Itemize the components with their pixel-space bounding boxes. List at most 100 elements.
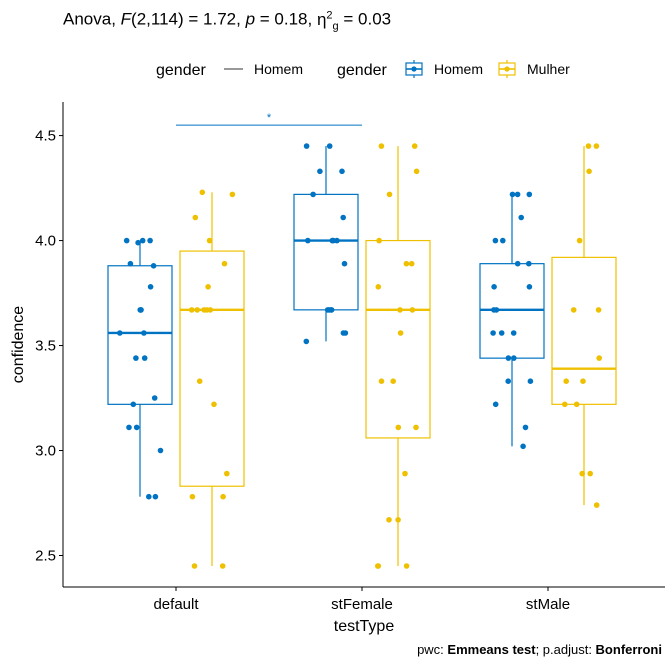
data-point [563, 378, 569, 385]
data-point [520, 443, 526, 450]
data-point [376, 237, 382, 244]
caption-middle: ; p.adjust: [535, 642, 596, 657]
data-point [211, 401, 217, 408]
box-mulher-stFemale [365, 146, 431, 567]
data-point [205, 284, 211, 290]
x-axis-title: testType [334, 618, 395, 635]
data-point [573, 401, 580, 408]
data-point [585, 143, 592, 149]
legend-key-homem [405, 60, 423, 78]
data-point [514, 191, 521, 198]
data-point [191, 563, 198, 569]
title-eta-symbol: η [316, 9, 327, 29]
legend: gender Homem gender Homem Mulher [156, 60, 570, 79]
data-point [126, 424, 132, 431]
data-point [139, 237, 146, 244]
data-point [127, 260, 134, 267]
data-point [505, 378, 512, 385]
data-point [403, 563, 410, 569]
data-point [326, 143, 333, 149]
data-point [593, 502, 600, 508]
data-point [596, 355, 602, 361]
data-point [413, 168, 420, 175]
data-point [192, 214, 199, 221]
data-point [199, 189, 206, 196]
data-point [339, 168, 345, 175]
data-point [408, 260, 415, 267]
data-point [570, 307, 577, 313]
box-iqr [365, 239, 431, 439]
legend-box-title: gender [337, 62, 387, 79]
data-point [303, 338, 310, 345]
data-point [395, 424, 402, 431]
data-point [593, 143, 600, 149]
data-point [141, 355, 148, 361]
data-point [147, 284, 154, 290]
caption: pwc: Emmeans test; p.adjust: Bonferroni [417, 642, 662, 657]
caption-test: Emmeans test [447, 642, 536, 657]
data-point [514, 260, 521, 267]
data-point [505, 355, 512, 361]
title-eta-sub: g [332, 20, 339, 33]
data-point [224, 470, 230, 477]
data-point [522, 424, 529, 431]
data-point [509, 191, 516, 198]
data-point [526, 260, 532, 267]
data-point [526, 284, 533, 290]
data-point [152, 493, 159, 500]
data-point [511, 355, 517, 361]
data-point [123, 237, 130, 244]
title-eta: η2g [316, 9, 339, 33]
data-point [390, 378, 397, 385]
box-iqr [179, 250, 245, 487]
data-point [386, 191, 393, 198]
title-p-value: = 0.18, [255, 9, 317, 29]
data-point [586, 168, 592, 175]
data-point [375, 563, 382, 569]
title-p-symbol: p [245, 9, 256, 29]
data-point [580, 378, 586, 385]
data-point [402, 470, 408, 477]
y-tick-label: 3.5 [35, 338, 56, 355]
data-point [221, 260, 228, 267]
data-point [130, 401, 137, 408]
data-point [527, 378, 534, 385]
data-point [491, 307, 497, 313]
axes: 2.5 3.0 3.5 4.0 4.5 default stFemale stMale test… [10, 102, 665, 635]
legend-line-title: gender [156, 62, 206, 79]
data-point [135, 239, 141, 246]
data-point [491, 284, 497, 290]
data-point [576, 237, 583, 244]
data-point [500, 237, 506, 244]
data-point [378, 143, 385, 149]
title-f-symbol: F [120, 9, 132, 29]
title-eta-sup: 2 [326, 9, 333, 21]
y-tick-label: 2.5 [35, 548, 56, 565]
data-point [138, 307, 144, 313]
data-point [409, 307, 416, 313]
data-point [386, 517, 392, 523]
data-point [595, 307, 602, 313]
box-iqr [107, 265, 173, 405]
data-point [492, 401, 499, 408]
data-point [397, 307, 403, 313]
data-point [510, 330, 517, 336]
data-point [117, 330, 123, 336]
data-point [526, 191, 533, 198]
significance-label: * [267, 112, 272, 124]
data-point [188, 307, 195, 313]
data-point [310, 191, 316, 198]
legend-box-label-homem: Homem [434, 61, 483, 77]
title-prefix: Anova, [63, 9, 121, 29]
data-point [492, 237, 499, 244]
data-point [133, 355, 139, 361]
data-point [330, 237, 337, 244]
data-point [403, 260, 410, 267]
plot-area: * [107, 112, 617, 569]
data-point [395, 517, 401, 523]
data-point [207, 307, 214, 313]
title-eta-value: = 0.03 [338, 9, 392, 29]
data-point [141, 330, 147, 336]
box-iqr [293, 193, 359, 311]
data-point [133, 424, 140, 431]
